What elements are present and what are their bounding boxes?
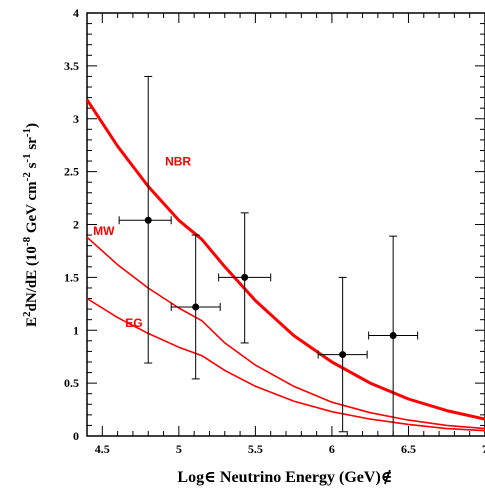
y-title-segment: s [24,162,40,172]
y-title-segment: sr [24,137,40,154]
y-axis-title: E2dN/dE (10-8 GeV cm-2 s-1 sr-1) [21,123,40,327]
y-tick-label: 2.5 [64,165,79,179]
point-marker [192,303,200,311]
curve-label-eg: EG [125,316,142,330]
x-tick-label: 5.5 [248,442,263,456]
data-point [170,234,221,380]
x-axis-title: Log∈ Neutrino Energy (GeV)∉ [177,469,392,486]
curve-nbr [85,98,485,421]
y-title-superscript: -1 [21,153,33,162]
y-title-superscript: -2 [21,172,33,182]
y-tick-label: 3.5 [64,59,79,73]
y-title-superscript: -1 [21,128,33,137]
x-tick-label: 6 [329,442,335,456]
curve-eg [86,297,485,432]
data-point [218,212,272,344]
curve-label-nbr: NBR [165,154,191,168]
x-tick-label: 6.5 [401,442,416,456]
x-tick-label: 7 [482,442,485,456]
y-tick-label: 2 [73,218,79,232]
data-points [118,75,419,437]
point-marker [339,351,347,359]
y-title-superscript: 2 [21,311,33,317]
y-title-superscript: -8 [21,236,33,246]
model-curves [85,98,485,432]
x-tick-label: 5 [176,442,182,456]
y-tick-label: 1.5 [64,270,79,284]
curve-labels: NBR MW EG [93,154,191,330]
x-tick-label: 4.5 [95,442,110,456]
y-tick-label: 0 [73,429,79,443]
data-point [317,276,368,433]
axis-ticks: 4.5 5 5.5 6 6.5 7 0 0.5 1 1.5 2 2.5 3 3.5 4 [64,6,485,456]
data-point [118,75,172,364]
point-marker [144,216,152,224]
y-tick-label: 0.5 [64,376,79,390]
y-tick-label: 4 [73,6,79,20]
y-title-segment: E [24,317,40,327]
y-title-segment: GeV cm [24,181,40,237]
y-tick-label: 1 [73,323,79,337]
point-marker [389,332,397,340]
y-tick-label: 3 [73,112,79,126]
curve-label-mw: MW [93,224,115,238]
point-marker [241,273,249,281]
data-point [368,235,419,437]
y-title-segment: ) [24,123,40,128]
y-title-segment: dN/dE (10 [24,246,40,311]
